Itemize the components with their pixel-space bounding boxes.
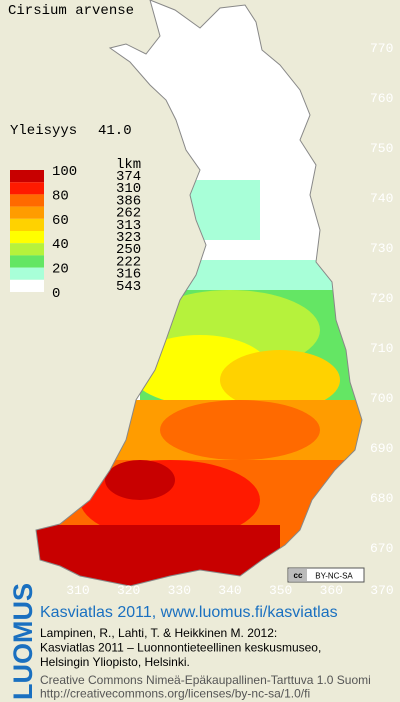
citation-line: Kasviatlas 2011 – Luonnontieteellinen ke… [40,641,321,655]
frequency-label: Yleisyys [10,123,77,139]
legend-swatch [10,182,44,195]
legend-swatch [10,279,44,292]
legend-swatch [10,194,44,207]
legend-scale-label: 0 [52,286,60,302]
legend-scale-label: 40 [52,237,69,253]
citation-line: Helsingin Yliopisto, Helsinki. [40,655,190,669]
license-line: Creative Commons Nimeä-Epäkaupallinen-Ta… [40,673,371,687]
legend-count: 543 [116,279,141,295]
easting-tick: 320 [117,583,140,598]
badge-text: BY-NC-SA [315,572,353,581]
northing-tick: 710 [370,341,393,356]
count-header: lkm [116,157,141,173]
footer: Lampinen, R., Lahti, T. & Heikkinen M. 2… [40,626,371,701]
legend-swatch [10,206,44,219]
legend-count: 222 [116,254,141,270]
frequency-value: 41.0 [98,123,132,139]
northing-tick: 670 [370,541,393,556]
northing-tick: 760 [370,91,393,106]
northing-tick: 770 [370,41,393,56]
legend-count: 386 [116,193,141,209]
easting-tick: 340 [218,583,241,598]
legend-count: 250 [116,242,141,258]
legend-scale-label: 100 [52,164,77,180]
license-badge: cc BY-NC-SA [287,567,365,583]
easting-tick: 310 [66,583,89,598]
legend-swatch [10,267,44,280]
legend-count: 374 [116,169,141,185]
legend-swatch [10,170,44,183]
northing-tick: 740 [370,191,393,206]
footer-heading: Kasviatlas 2011, www.luomus.fi/kasviatla… [40,604,338,621]
legend-swatch [10,218,44,231]
legend-count: 316 [116,267,141,283]
legend-swatch [10,243,44,256]
northing-tick: 680 [370,491,393,506]
legend-scale-label: 80 [52,188,69,204]
legend-count: 323 [116,230,141,246]
easting-tick: 350 [269,583,292,598]
country-outline [35,0,363,587]
species-title: Cirsium arvense [8,3,134,19]
easting-tick: 370 [370,583,393,598]
svg-text:cc: cc [294,571,303,580]
northing-tick: 730 [370,241,393,256]
legend-scale-label: 60 [52,213,69,229]
legend-swatch [10,231,44,244]
northing-tick: 700 [370,391,393,406]
easting-tick: 360 [320,583,343,598]
easting-tick: 330 [168,583,191,598]
legend-count: 262 [116,206,141,222]
coordinate-ticks: 770 760 750 740 730 720 710 700 690 680 670 310 320 3… [66,41,393,598]
legend-swatch [10,255,44,268]
northing-tick: 720 [370,291,393,306]
citation-line: Lampinen, R., Lahti, T. & Heikkinen M. 2… [40,626,277,640]
legend-count: 313 [116,218,141,234]
northing-tick: 750 [370,141,393,156]
logo: LUOMUS [8,583,38,700]
license-line: http://creativecommons.org/licenses/by-n… [40,687,310,701]
legend-scale-label: 20 [52,262,69,278]
northing-tick: 690 [370,441,393,456]
legend-count: 310 [116,181,141,197]
